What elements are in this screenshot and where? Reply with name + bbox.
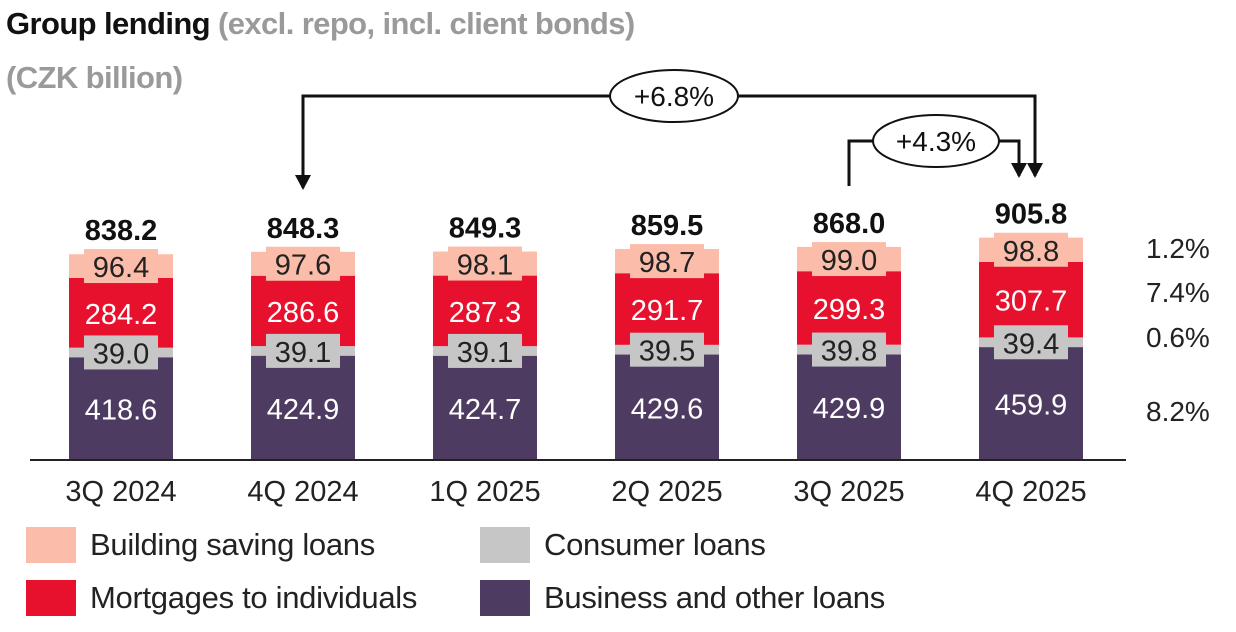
- data-label-box-building: [630, 244, 704, 279]
- data-label-box-building: [84, 249, 158, 284]
- data-label-mortgages: 284.2: [85, 299, 158, 331]
- bar-segment-mortgages: [797, 271, 901, 345]
- data-label-box-building: [994, 232, 1068, 267]
- data-label-building: 96.4: [93, 252, 149, 284]
- x-tick-label: 1Q 2025: [429, 476, 540, 508]
- bar-segment-business: [251, 355, 355, 460]
- data-label-building: 98.7: [639, 247, 695, 279]
- chart-unit: (CZK billion): [6, 60, 183, 95]
- data-label-mortgages: 291.7: [631, 295, 704, 327]
- chart-title-main: Group lending: [6, 6, 211, 41]
- bar-segment-mortgages: [979, 261, 1083, 338]
- data-label-box-building: [266, 246, 340, 281]
- growth-label-yoy: +6.8%: [634, 81, 714, 112]
- data-label-business: 429.9: [813, 393, 886, 425]
- data-label-box-consumer: [84, 335, 158, 370]
- growth-bubble-yoy: [609, 69, 739, 123]
- data-label-consumer: 39.0: [93, 338, 149, 370]
- data-label-consumer: 39.1: [275, 337, 331, 369]
- data-label-building: 99.0: [821, 245, 877, 277]
- chart-title-sub: (excl. repo, incl. client bonds): [218, 6, 635, 41]
- data-label-business: 418.6: [85, 395, 158, 427]
- data-label-consumer: 39.4: [1003, 328, 1059, 360]
- total-label: 859.5: [631, 210, 704, 242]
- segment-growth-label: 0.6%: [1146, 322, 1210, 353]
- growth-bubble-qoq: [872, 114, 1000, 168]
- x-tick-label: 2Q 2025: [611, 476, 722, 508]
- x-tick-label: 3Q 2024: [65, 476, 176, 508]
- data-label-box-consumer: [812, 332, 886, 367]
- bar-segment-business: [69, 357, 173, 460]
- data-label-box-consumer: [448, 333, 522, 368]
- data-label-building: 98.1: [457, 250, 513, 282]
- data-label-building: 98.8: [1003, 236, 1059, 268]
- data-label-box-building: [812, 242, 886, 277]
- data-label-consumer: 39.8: [821, 336, 877, 368]
- total-label: 838.2: [85, 215, 158, 247]
- data-label-box-consumer: [630, 332, 704, 367]
- data-label-mortgages: 287.3: [449, 297, 522, 329]
- bar-segment-business: [979, 347, 1083, 460]
- growth-arrow-head-yoy-end: [1027, 163, 1043, 178]
- growth-label-qoq: +4.3%: [896, 126, 976, 157]
- total-label: 868.0: [813, 208, 886, 240]
- data-label-box-building: [448, 246, 522, 281]
- data-label-business: 459.9: [995, 390, 1068, 422]
- bar-segment-business: [615, 354, 719, 460]
- growth-arrow-head-qoq-end: [1011, 163, 1027, 178]
- data-label-mortgages: 286.6: [267, 297, 340, 329]
- total-label: 849.3: [449, 213, 522, 245]
- data-label-building: 97.6: [275, 250, 331, 282]
- data-label-business: 424.7: [449, 394, 522, 426]
- bar-segment-business: [433, 355, 537, 460]
- chart-title: Group lending (excl. repo, incl. client …: [6, 4, 635, 44]
- total-label: 905.8: [995, 199, 1068, 231]
- segment-growth-label: 1.2%: [1146, 233, 1210, 264]
- data-label-box-consumer: [266, 333, 340, 368]
- x-tick-label: 4Q 2025: [975, 476, 1086, 508]
- data-label-box-consumer: [994, 325, 1068, 360]
- data-label-mortgages: 307.7: [995, 286, 1068, 318]
- growth-arrow-head-yoy-start: [295, 175, 311, 190]
- data-label-consumer: 39.5: [639, 336, 695, 368]
- data-label-consumer: 39.1: [457, 337, 513, 369]
- segment-growth-label: 8.2%: [1146, 396, 1210, 427]
- bar-segment-business: [797, 354, 901, 460]
- x-tick-label: 3Q 2025: [793, 476, 904, 508]
- segment-growth-label: 7.4%: [1146, 277, 1210, 308]
- data-label-business: 424.9: [267, 394, 340, 426]
- x-tick-label: 4Q 2024: [247, 476, 358, 508]
- data-label-business: 429.6: [631, 393, 704, 425]
- total-label: 848.3: [267, 213, 340, 245]
- data-label-mortgages: 299.3: [813, 294, 886, 326]
